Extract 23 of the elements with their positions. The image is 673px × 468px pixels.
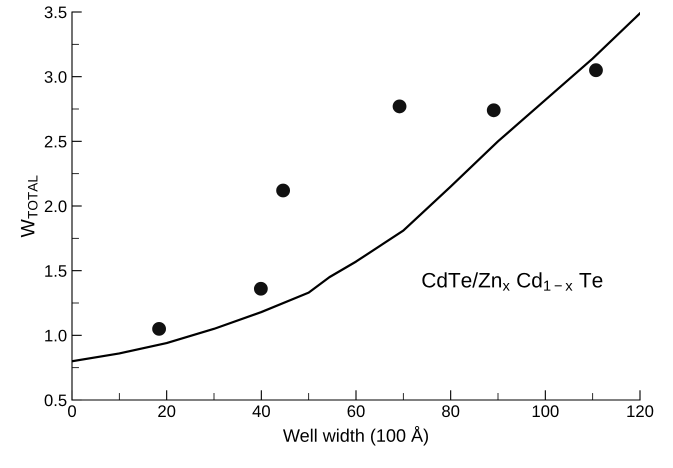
x-tick-label: 20	[158, 405, 176, 418]
y-tick-label: 1.5	[45, 265, 66, 277]
point	[152, 322, 166, 336]
x-tick-label: 40	[252, 405, 270, 418]
y-tick-label: 3.0	[44, 71, 66, 83]
x-tick-label: 60	[348, 405, 365, 418]
y-tick-label: 3.5	[44, 6, 66, 18]
y-tick-label: 0.5	[44, 394, 66, 406]
y-axis-title: W$_{TOTAL}$	[20, 176, 38, 238]
point	[276, 184, 290, 198]
x-tick-label: 120	[627, 405, 654, 418]
point	[392, 100, 406, 114]
point	[486, 103, 501, 118]
point	[589, 63, 603, 78]
x-tick-label: 80	[442, 405, 460, 418]
y-tick-label: 1.0	[45, 330, 66, 342]
x-tick-label: 100	[532, 405, 559, 418]
x-tick-label: 0	[68, 405, 76, 418]
point	[254, 282, 268, 296]
y-tick-label: 2.0	[44, 200, 66, 212]
annotation: CdTe/Zn$_{x}$ Cd$_{1−x}$ Te	[422, 272, 602, 291]
x-axis-title: Well width (100 Å)	[282, 426, 428, 446]
y-tick-label: 2.5	[44, 136, 66, 148]
